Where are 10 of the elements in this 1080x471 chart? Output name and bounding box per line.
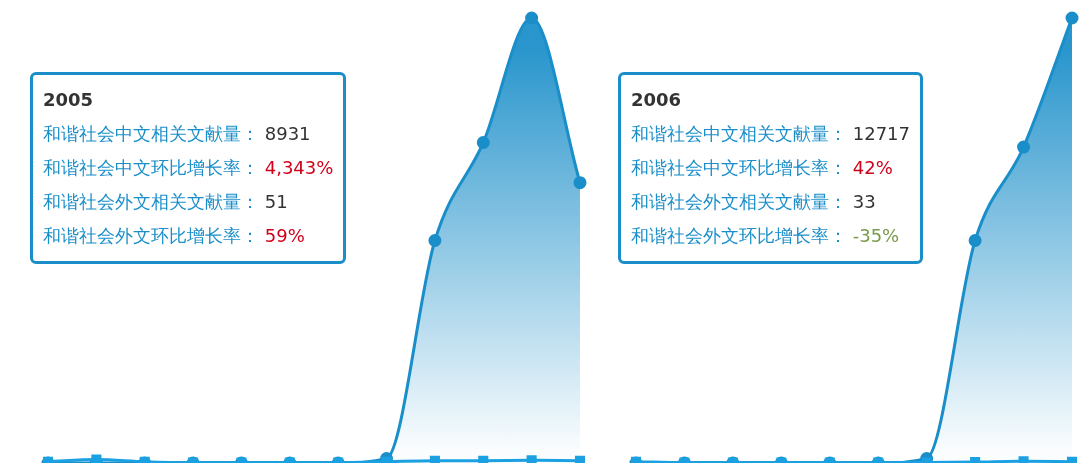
annotation: 和谐社会中文相关文献量： 8931	[43, 123, 311, 144]
annotation: 和谐社会中文相关文献量： 12717	[631, 123, 910, 144]
annotation: 和谐社会外文环比增长率： 59%	[43, 225, 305, 246]
annotation: 2005	[43, 88, 95, 112]
annotation: 和谐社会中文环比增长率： 4,343%	[43, 157, 334, 178]
annotation: 2006	[631, 88, 683, 112]
annotation: 和谐社会外文环比增长率： -35%	[631, 225, 900, 246]
annotation: 和谐社会外文相关文献量： 51	[43, 191, 288, 212]
annotation: 和谐社会中文环比增长率： 42%	[631, 157, 893, 178]
annotation: 和谐社会外文相关文献量： 33	[631, 191, 876, 212]
